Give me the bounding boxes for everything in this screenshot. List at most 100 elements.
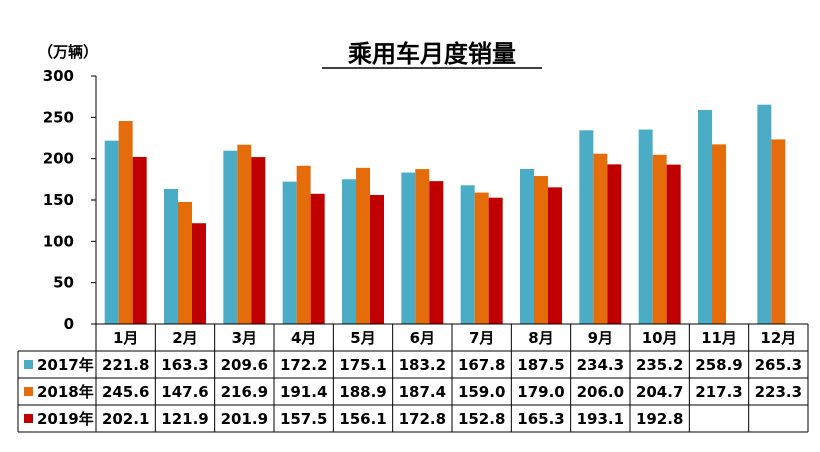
bar-2017年-1月 <box>104 140 119 324</box>
x-category-label: 3月 <box>232 329 257 347</box>
bar-2018年-8月 <box>534 176 548 324</box>
bar-2018年-9月 <box>593 153 608 324</box>
x-category-label: 4月 <box>291 329 316 347</box>
data-label: 192.8 <box>636 410 683 428</box>
data-label: 157.5 <box>280 410 327 428</box>
data-label: 156.1 <box>339 410 386 428</box>
data-label: 147.6 <box>161 383 208 401</box>
data-label: 187.5 <box>517 356 564 374</box>
data-label: 172.8 <box>399 410 446 428</box>
data-label: 221.8 <box>102 356 149 374</box>
bar-2017年-10月 <box>638 129 653 324</box>
data-label: 165.3 <box>517 410 564 428</box>
bar-2019年-6月 <box>429 181 444 324</box>
bar-2018年-4月 <box>296 165 311 324</box>
data-label: 152.8 <box>458 410 505 428</box>
bar-2018年-7月 <box>474 192 489 324</box>
data-label: 188.9 <box>339 383 386 401</box>
data-label: 223.3 <box>755 383 802 401</box>
bar-2019年-2月 <box>192 223 206 324</box>
data-label: 167.8 <box>458 356 505 374</box>
data-label: 191.4 <box>280 383 327 401</box>
bar-2017年-9月 <box>579 130 594 324</box>
bar-2017年-7月 <box>460 185 475 324</box>
data-label: 217.3 <box>695 383 742 401</box>
data-label: 163.3 <box>161 356 208 374</box>
legend-label: 2018年 <box>37 383 94 401</box>
chart-title: 乘用车月度销量 <box>347 40 516 68</box>
x-category-label: 11月 <box>701 329 737 347</box>
bar-2017年-6月 <box>401 172 416 324</box>
bar-2017年-12月 <box>757 104 772 324</box>
x-category-label: 10月 <box>642 329 678 347</box>
data-label: 172.2 <box>280 356 327 374</box>
data-label: 159.0 <box>458 383 505 401</box>
x-category-label: 9月 <box>588 329 613 347</box>
data-label: 245.6 <box>102 383 149 401</box>
bar-2018年-1月 <box>118 120 133 324</box>
x-category-label: 6月 <box>410 329 435 347</box>
bar-2017年-4月 <box>282 181 297 324</box>
bar-2018年-11月 <box>712 144 726 324</box>
data-label: 258.9 <box>695 356 742 374</box>
data-label: 121.9 <box>161 410 208 428</box>
bars-layer <box>104 104 786 324</box>
data-label: 179.0 <box>517 383 564 401</box>
bar-2019年-8月 <box>548 187 562 324</box>
bar-2018年-2月 <box>178 201 192 324</box>
title-layer: 乘用车月度销量 （万辆） <box>38 40 542 69</box>
bar-2019年-3月 <box>251 157 266 324</box>
data-label: 209.6 <box>221 356 268 374</box>
bar-2018年-12月 <box>771 139 786 324</box>
bar-2018年-3月 <box>237 144 252 324</box>
y-tick-label: 200 <box>43 150 74 168</box>
bar-2019年-4月 <box>310 193 325 324</box>
y-tick-label: 0 <box>64 315 74 333</box>
data-label: 265.3 <box>755 356 802 374</box>
bar-2018年-5月 <box>356 167 370 324</box>
x-category-label: 12月 <box>760 329 796 347</box>
bar-2019年-7月 <box>488 197 503 324</box>
bar-2019年-10月 <box>666 164 681 324</box>
y-tick-label: 150 <box>43 191 74 209</box>
data-label: 187.4 <box>399 383 446 401</box>
x-category-label: 1月 <box>113 329 138 347</box>
data-label: 235.2 <box>636 356 683 374</box>
bar-2017年-2月 <box>164 189 178 324</box>
data-label: 175.1 <box>339 356 386 374</box>
data-label: 183.2 <box>399 356 446 374</box>
legend-label: 2017年 <box>37 356 94 374</box>
y-tick-label: 300 <box>43 67 74 85</box>
data-table: 1月 2月 3月 4月 5月 6月 7月 8月 9月 10月 11月 12月 2017年 221.8 163… <box>17 323 809 433</box>
y-axis-unit-label: （万辆） <box>38 43 98 61</box>
bar-2017年-8月 <box>520 169 534 324</box>
y-tick-label: 250 <box>43 108 74 126</box>
axes-layer: 0 50 100 150 200 250 300 <box>43 67 97 333</box>
bar-2019年-5月 <box>370 194 384 324</box>
x-category-label: 2月 <box>172 329 197 347</box>
legend-label: 2019年 <box>37 410 94 428</box>
legend-swatch-2017年 <box>24 360 33 369</box>
data-label: 201.9 <box>221 410 268 428</box>
bar-2019年-1月 <box>132 156 147 324</box>
data-label: 193.1 <box>577 410 624 428</box>
y-tick-label: 100 <box>43 232 74 250</box>
data-label: 202.1 <box>102 410 149 428</box>
bar-2018年-6月 <box>415 169 430 324</box>
bar-2018年-10月 <box>652 154 667 324</box>
y-tick-label: 50 <box>53 274 74 292</box>
legend-swatch-2019年 <box>24 414 33 423</box>
bar-2017年-5月 <box>342 179 356 324</box>
bar-2017年-3月 <box>223 150 238 324</box>
bar-2017年-11月 <box>698 109 712 324</box>
data-label: 204.7 <box>636 383 683 401</box>
x-category-label: 8月 <box>528 329 553 347</box>
x-category-label: 5月 <box>350 329 375 347</box>
data-label: 206.0 <box>577 383 624 401</box>
legend-swatch-2018年 <box>24 387 33 396</box>
bar-2019年-9月 <box>607 164 622 324</box>
data-label: 216.9 <box>221 383 268 401</box>
x-category-label: 7月 <box>469 329 494 347</box>
